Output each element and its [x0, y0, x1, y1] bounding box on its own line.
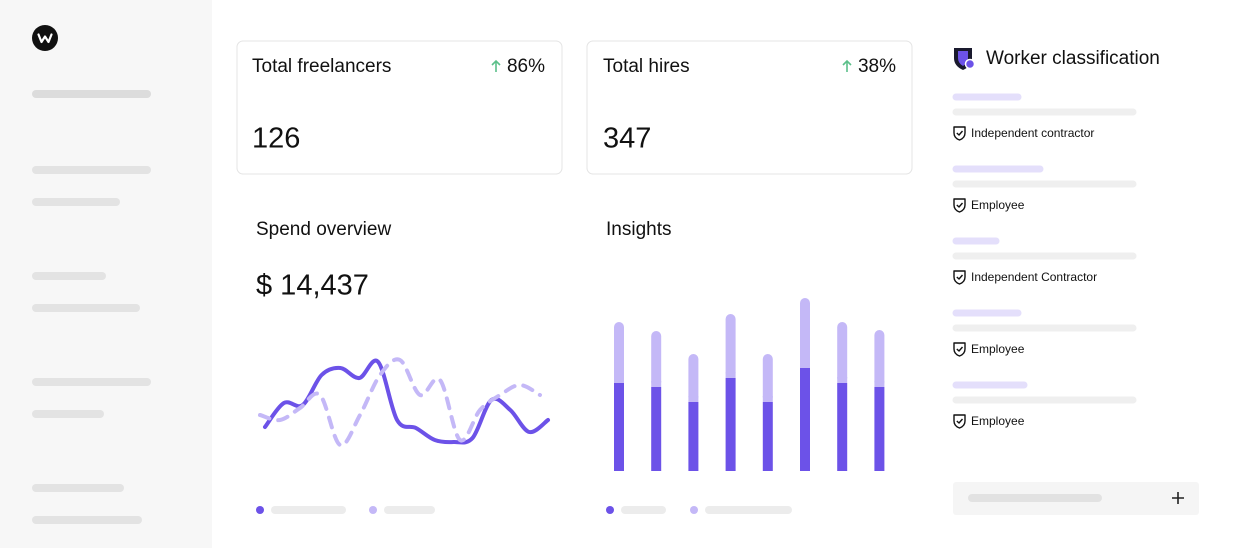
bar-chart	[606, 298, 885, 514]
bar-cap-fill	[837, 377, 848, 383]
bar-cap-fill	[874, 381, 885, 387]
legend-dot	[690, 506, 698, 514]
bar-segment	[874, 387, 885, 471]
worker-type: Employee	[971, 198, 1025, 212]
worker-type: Independent contractor	[971, 126, 1094, 140]
up-arrow	[491, 59, 501, 72]
card-change: 38%	[858, 56, 896, 77]
line-series	[263, 358, 550, 445]
up-arrow	[842, 59, 852, 72]
card-change: 86%	[507, 56, 545, 77]
card	[236, 40, 563, 175]
badge	[964, 58, 976, 70]
bar-cap-fill	[651, 381, 662, 387]
shield-check-icon	[953, 414, 966, 429]
bar-cap-fill	[800, 362, 810, 368]
worker-list: Independent contractor Employee Independen…	[952, 93, 1137, 429]
bar-segment	[614, 383, 624, 471]
shield-check-icon	[953, 270, 966, 285]
bar-segment	[837, 383, 848, 471]
bar-cap-fill	[762, 396, 773, 402]
worker-type: Employee	[971, 414, 1025, 428]
bar-cap-fill	[614, 377, 624, 383]
bar-segment	[725, 378, 736, 471]
bar-cap-fill	[688, 396, 699, 402]
bar-segment	[800, 368, 810, 471]
line-chart	[256, 357, 550, 514]
add-button[interactable]	[1172, 492, 1184, 504]
shield-check-icon	[953, 342, 966, 357]
bar-segment	[688, 402, 699, 471]
bar-segment	[651, 387, 662, 471]
spend-amount: $ 14,437	[256, 270, 369, 302]
card-title: Total freelancers	[252, 56, 391, 77]
card-value: 347	[603, 123, 651, 155]
bar-segment	[874, 330, 885, 387]
bar-cap-fill	[725, 372, 736, 378]
bar-segment	[614, 322, 624, 383]
section-title: Insights	[606, 219, 671, 240]
bar-segment	[762, 354, 773, 402]
card-value: 126	[252, 123, 300, 155]
sidebar-menu	[32, 90, 151, 524]
logo-mark	[37, 33, 53, 44]
legend-dot	[256, 506, 264, 514]
legend-dot	[606, 506, 614, 514]
sidebar	[0, 0, 212, 548]
card-title: Total hires	[603, 56, 690, 77]
bar-segment	[725, 314, 736, 378]
panel-title: Worker classification	[986, 48, 1160, 69]
shield-check-icon	[953, 198, 966, 213]
legend-dot	[369, 506, 377, 514]
line-series	[258, 357, 542, 448]
section-title: Spend overview	[256, 219, 391, 240]
bar-segment	[762, 402, 773, 471]
card	[586, 40, 913, 175]
bar-segment	[688, 354, 699, 402]
worker-type: Independent Contractor	[971, 270, 1097, 284]
shield-check-icon	[953, 126, 966, 141]
bar-segment	[800, 298, 810, 368]
worker-type: Employee	[971, 342, 1025, 356]
bar-segment	[651, 331, 662, 387]
bar-segment	[837, 322, 848, 383]
